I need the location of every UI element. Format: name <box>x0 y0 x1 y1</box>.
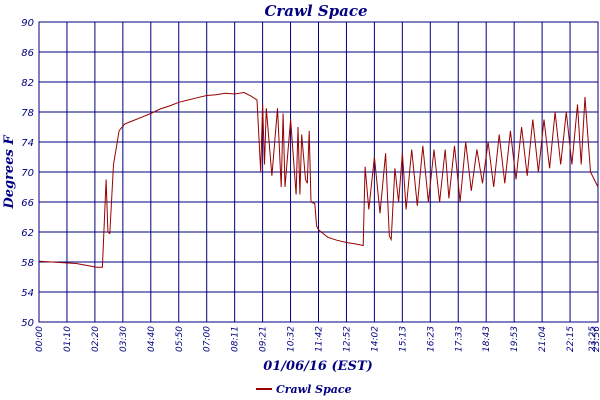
y-tick-label: 74 <box>21 138 34 149</box>
y-tick-label: 66 <box>21 198 34 209</box>
y-tick-label: 70 <box>21 168 34 179</box>
x-tick-label: 11:42 <box>315 326 325 352</box>
chart-title: Crawl Space <box>264 2 367 20</box>
y-tick-label: 62 <box>21 228 34 239</box>
x-tick-labels: 00:00 01:10 02:20 03:30 04:40 05:50 07:00 08:11… <box>35 326 600 352</box>
x-tick-label: 08:11 <box>231 326 241 352</box>
y-tick-label: 54 <box>21 288 34 299</box>
y-tick-label: 78 <box>21 108 34 119</box>
y-tick-label: 90 <box>21 18 34 29</box>
x-axis-label: 01/06/16 (EST) <box>263 359 373 374</box>
x-tick-label: 05:50 <box>175 326 185 352</box>
x-tick-label: 07:00 <box>203 326 213 352</box>
x-tick-label: 23:25 <box>588 326 598 352</box>
x-tick-label: 14:02 <box>370 326 380 352</box>
x-tick-label: 09:21 <box>259 326 269 352</box>
x-tick-label: 04:40 <box>147 326 157 352</box>
x-tick-label: 01:10 <box>63 326 73 352</box>
x-tick-label: 16:23 <box>426 326 436 352</box>
y-tick-labels: 50 54 58 62 66 70 74 78 82 86 90 <box>21 18 34 329</box>
x-tick-label: 21:04 <box>538 326 548 352</box>
y-tick-label: 82 <box>21 78 34 89</box>
x-tick-label: 23:56 <box>592 326 600 352</box>
x-tick-label: 18:43 <box>482 326 492 352</box>
plot-frame <box>38 21 599 323</box>
x-tick-label: 19:53 <box>510 326 520 352</box>
grid <box>38 21 599 323</box>
y-tick-label: 86 <box>21 48 34 59</box>
x-tick-label: 03:30 <box>119 326 129 352</box>
x-tick-label: 12:52 <box>342 326 352 352</box>
x-tick-label: 10:32 <box>287 326 297 352</box>
x-tick-label: 00:00 <box>35 326 45 352</box>
y-tick-label: 58 <box>21 258 34 269</box>
x-tick-label: 22:15 <box>566 326 576 352</box>
legend: Crawl Space <box>256 383 352 396</box>
y-tick-label: 50 <box>21 318 34 329</box>
x-tick-label: 17:33 <box>454 326 464 352</box>
x-tick-label: 15:13 <box>398 326 408 352</box>
legend-entry-crawl-space: Crawl Space <box>276 383 352 396</box>
y-axis-label: Degrees F <box>2 135 17 210</box>
x-tick-label: 02:20 <box>91 326 101 352</box>
series-line-crawl-space <box>38 91 599 268</box>
